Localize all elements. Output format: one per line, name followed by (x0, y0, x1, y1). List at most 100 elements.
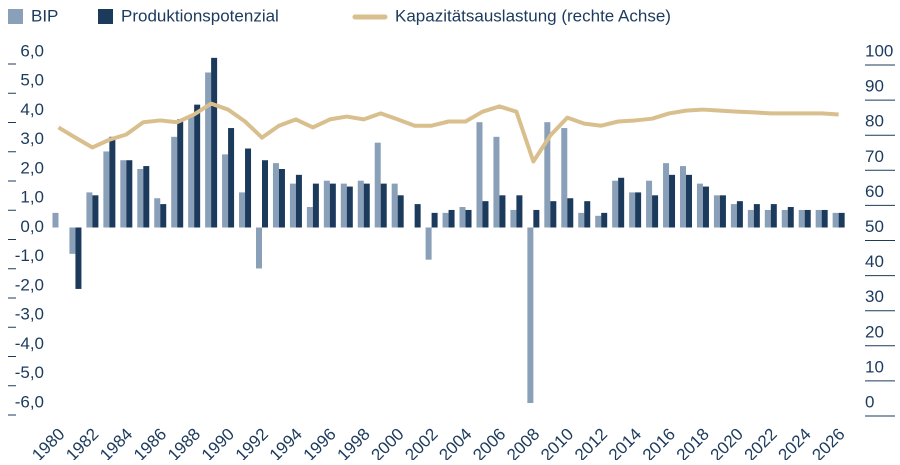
bar (669, 174, 676, 228)
bar (753, 204, 760, 228)
bar (205, 72, 212, 228)
bar (397, 195, 404, 228)
y-tick-label: -2,0 (15, 275, 44, 294)
bar (567, 198, 574, 228)
bar (256, 227, 262, 269)
bar (482, 201, 489, 228)
bar (262, 160, 268, 228)
y-tick-label: 1,0 (20, 188, 44, 207)
bar (601, 212, 608, 228)
bar (578, 212, 585, 228)
y2-tick-label: 70 (865, 147, 884, 166)
bar (770, 204, 777, 228)
bar (380, 183, 387, 228)
bar (414, 204, 421, 228)
bar (781, 209, 788, 228)
bar (448, 209, 455, 228)
y-tick-label: 4,0 (20, 100, 44, 119)
bar (239, 192, 246, 228)
x-tick-label: 1990 (198, 425, 238, 460)
bar (188, 116, 195, 228)
bar (612, 180, 619, 228)
bar (211, 57, 218, 228)
bar (92, 195, 99, 228)
x-tick-label: 1992 (232, 425, 272, 460)
legend-label: Kapazitätsauslastung (rechte Achse) (395, 6, 671, 25)
bar (476, 122, 483, 228)
bar (137, 169, 144, 228)
y2-tick-label: 10 (865, 357, 884, 376)
y-tick-label: 0,0 (20, 217, 44, 236)
bar (363, 183, 370, 228)
x-tick-label: 2006 (469, 425, 509, 460)
bar (75, 227, 82, 289)
y2-tick-label: 80 (865, 112, 884, 131)
y2-tick-label: 40 (865, 252, 884, 271)
bar (228, 128, 235, 228)
bar (686, 174, 692, 228)
x-tick-label: 1996 (300, 425, 340, 460)
bar (425, 227, 432, 260)
x-tick-label: 1982 (62, 425, 102, 460)
bar (832, 212, 839, 228)
bar (510, 209, 517, 228)
bar (561, 128, 568, 228)
bar (109, 136, 116, 228)
bar (374, 142, 381, 228)
bar (618, 177, 625, 228)
bar (459, 207, 466, 228)
bar (584, 201, 591, 228)
y-tick-label: -6,0 (15, 392, 44, 411)
y2-tick-label: 0 (865, 392, 874, 411)
y-tick-label: -5,0 (15, 363, 44, 382)
bar (278, 169, 285, 228)
bar (550, 201, 557, 228)
bar (177, 119, 184, 228)
bar (815, 209, 822, 228)
bar (533, 209, 540, 228)
y2-tick-label: 20 (865, 322, 884, 341)
bar (346, 186, 353, 228)
bar (798, 209, 805, 228)
bar (154, 198, 161, 228)
bar (329, 183, 336, 228)
x-tick-label: 2002 (401, 425, 441, 460)
bar (516, 195, 523, 228)
y-tick-label: -4,0 (15, 334, 44, 353)
y2-tick-label: 90 (865, 77, 884, 96)
x-tick-label: 2010 (537, 425, 577, 460)
x-tick-label: 1980 (28, 425, 68, 460)
bar (194, 104, 201, 228)
x-tick-label: 1994 (266, 425, 306, 460)
bar (340, 183, 347, 228)
bar (736, 201, 743, 228)
bar (696, 183, 703, 228)
bar (652, 195, 659, 228)
y2-tick-label: 50 (865, 217, 884, 236)
bar (838, 212, 845, 228)
bar (719, 195, 726, 228)
bar (103, 151, 110, 228)
bar (391, 183, 398, 228)
x-tick-label: 2004 (435, 425, 475, 460)
bar (431, 212, 438, 228)
x-tick-label: 2022 (741, 425, 781, 460)
y-tick-label: 3,0 (20, 129, 44, 148)
y2-tick-label: 30 (865, 287, 884, 306)
bar (787, 207, 794, 228)
bar (635, 192, 642, 228)
bar (171, 136, 178, 228)
bar (126, 160, 133, 228)
bar (120, 160, 127, 228)
legend-swatch (98, 9, 113, 24)
y-tick-label: -1,0 (15, 246, 44, 265)
legend-label: BIP (31, 6, 58, 25)
bar (295, 174, 302, 228)
y-tick-label: -3,0 (15, 305, 44, 324)
x-tick-label: 2020 (707, 425, 747, 460)
bar (289, 183, 296, 228)
y-tick-label: 6,0 (20, 41, 44, 60)
y2-tick-label: 60 (865, 182, 884, 201)
legend-swatch (8, 9, 23, 24)
